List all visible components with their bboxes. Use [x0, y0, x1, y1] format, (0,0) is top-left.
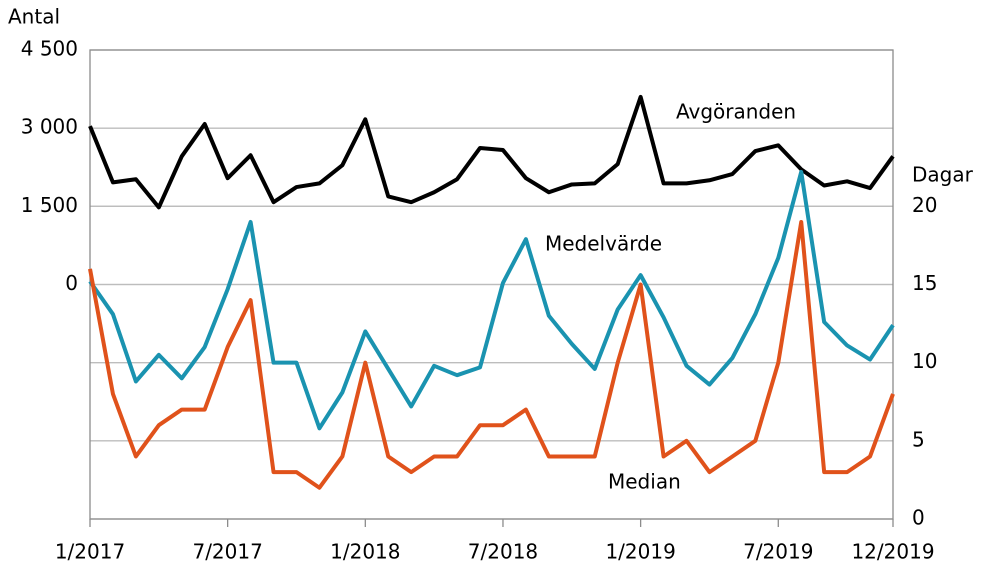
series-label: Avgöranden	[676, 100, 796, 124]
y2-axis-title: Dagar	[912, 163, 974, 187]
series-label: Median	[608, 470, 681, 494]
x-tick-label: 7/2017	[192, 540, 262, 564]
x-tick-label: 1/2018	[330, 540, 400, 564]
y2-tick-label: 5	[912, 427, 925, 451]
y-tick-label: 3 000	[21, 115, 78, 139]
y2-tick-label: 20	[912, 193, 937, 217]
y2-tick-label: 10	[912, 349, 937, 373]
x-tick-label: 7/2018	[468, 540, 538, 564]
y2-tick-label: 15	[912, 271, 937, 295]
x-tick-label: 12/2019	[851, 540, 934, 564]
series-line	[88, 169, 895, 431]
y-axis-title: Antal	[8, 5, 60, 29]
series-line	[88, 219, 895, 490]
x-tick-label: 7/2019	[743, 540, 813, 564]
x-tick-label: 1/2019	[605, 540, 675, 564]
y-tick-label: 0	[65, 271, 78, 295]
y2-tick-label: 0	[912, 506, 925, 530]
x-tick-label: 1/2017	[55, 540, 125, 564]
series-line	[88, 94, 895, 210]
series-label: Medelvärde	[545, 232, 662, 256]
y-tick-label: 1 500	[21, 193, 78, 217]
y-tick-label: 4 500	[21, 37, 78, 61]
